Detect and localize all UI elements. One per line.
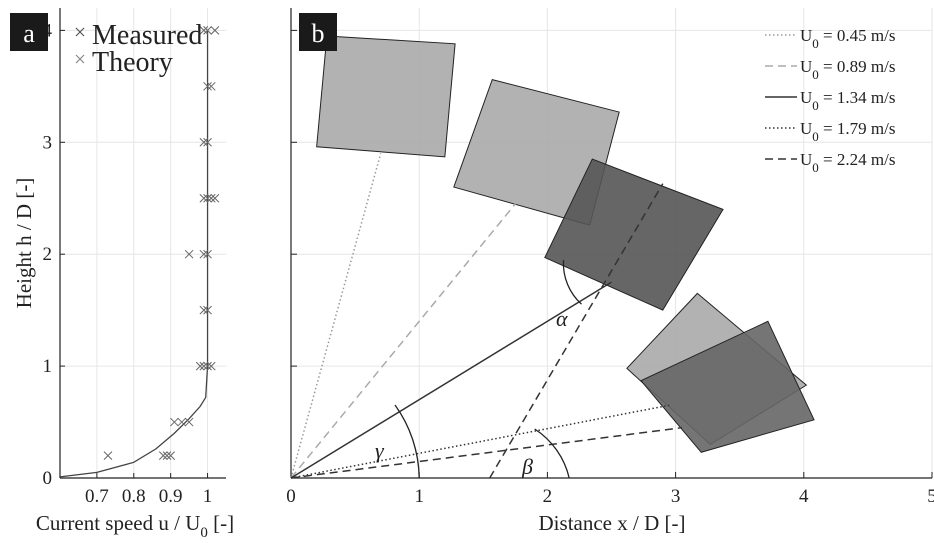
series-line-4: [291, 428, 682, 478]
legend-label-2: U0 = 1.34 m/s: [800, 88, 895, 113]
beta-label: β: [521, 454, 533, 479]
y-tick-label-1: 1: [43, 356, 53, 377]
alpha-label: α: [556, 306, 568, 331]
legend-marker-theory: [76, 55, 84, 63]
panel-b: 0 1 2 3 4 5 γ β α b U0 = 0.45 m/s U0 = 0.89 m/s U0 =…: [286, 8, 934, 535]
measured-point-23: [207, 82, 215, 90]
measured-point-18: [207, 194, 215, 202]
x-tick-label-0: 0: [286, 486, 296, 507]
x-tick-label-2: 2: [543, 486, 553, 507]
x-tick-label-5: 5: [927, 486, 934, 507]
measured-point-3: [163, 452, 171, 460]
x-axis-label: Current speed u / U0 [-]: [36, 511, 234, 541]
y-tick-label-3: 3: [43, 132, 53, 153]
x-tick-label-4: 4: [799, 486, 809, 507]
legend-label-1: U0 = 0.89 m/s: [800, 57, 895, 82]
series-line-3: [291, 405, 669, 478]
panel-a-label: a: [23, 19, 35, 48]
series-line-0: [291, 153, 381, 478]
y-axis-label: Height h / D [-]: [12, 178, 36, 309]
y-tick-label-0: 0: [43, 468, 53, 489]
x-tick-label-1: 0.8: [122, 486, 146, 507]
x-tick-label-2: 0.9: [159, 486, 183, 507]
x-axis-label: Distance x / D [-]: [539, 511, 686, 535]
beta-arc: [535, 429, 569, 478]
x-tick-label-0: 0.7: [85, 486, 109, 507]
plate-0: [317, 36, 455, 157]
measured-point-0: [104, 452, 112, 460]
x-tick-label-3: 3: [671, 486, 681, 507]
legend-label-0: U0 = 0.45 m/s: [800, 26, 895, 51]
measured-point-4: [170, 418, 178, 426]
series-line-1: [291, 204, 515, 478]
measured-point-11: [200, 306, 208, 314]
y-tick-label-2: 2: [43, 244, 53, 265]
legend-label-3: U0 = 1.79 m/s: [800, 119, 895, 144]
x-tick-label-1: 1: [414, 486, 424, 507]
panel-b-label: b: [312, 19, 325, 48]
measured-point-1: [159, 452, 167, 460]
gamma-arc: [395, 405, 419, 478]
measured-point-19: [211, 194, 219, 202]
gamma-label: γ: [375, 438, 385, 463]
legend-label-4: U0 = 2.24 m/s: [800, 150, 895, 175]
measured-point-5: [178, 418, 186, 426]
measured-point-16: [200, 194, 208, 202]
legend-label-theory: Theory: [92, 47, 173, 78]
x-tick-label-3: 1: [203, 486, 213, 507]
legend-marker-measured: [76, 28, 84, 36]
